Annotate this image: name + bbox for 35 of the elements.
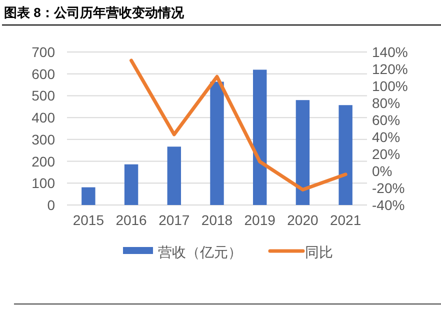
y2-tick-label: 100%: [372, 78, 408, 94]
y2-tick-label: 20%: [372, 146, 400, 162]
y-tick-label: 600: [32, 66, 56, 82]
y2-tick-label: 0%: [372, 163, 392, 179]
y-tick-label: 700: [32, 44, 56, 60]
legend-label: 同比: [305, 244, 333, 260]
bar: [82, 187, 96, 205]
y2-tick-label: 60%: [372, 112, 400, 128]
y2-tick-label: 120%: [372, 61, 408, 77]
bar: [253, 70, 267, 205]
x-tick-label: 2015: [72, 212, 104, 228]
x-tick-label: 2021: [330, 212, 362, 228]
title: 图表 8：公司历年营收变动情况: [4, 5, 184, 20]
y-tick-label: 400: [32, 110, 56, 126]
y2-tick-label: 40%: [372, 129, 400, 145]
bar: [124, 164, 138, 205]
y2-tick-label: -40%: [372, 197, 405, 213]
bar: [296, 100, 310, 205]
y2-tick-label: 80%: [372, 95, 400, 111]
bar: [210, 82, 224, 205]
x-tick-label: 2016: [116, 212, 148, 228]
bar: [338, 105, 352, 205]
x-tick-label: 2020: [287, 212, 318, 228]
y2-tick-label: 140%: [372, 44, 408, 60]
x-tick-label: 2017: [158, 212, 190, 228]
y-tick-label: 300: [32, 131, 56, 148]
x-tick-label: 2018: [201, 212, 233, 228]
y-tick-label: 100: [32, 175, 56, 192]
y-tick-label: 200: [32, 153, 56, 170]
y2-tick-label: -20%: [372, 180, 405, 196]
legend-label: 营收（亿元）: [158, 244, 242, 260]
y-tick-label: 500: [32, 88, 56, 104]
bar: [167, 146, 181, 205]
x-tick-label: 2019: [244, 212, 276, 228]
y-tick-label: 0: [47, 197, 56, 213]
